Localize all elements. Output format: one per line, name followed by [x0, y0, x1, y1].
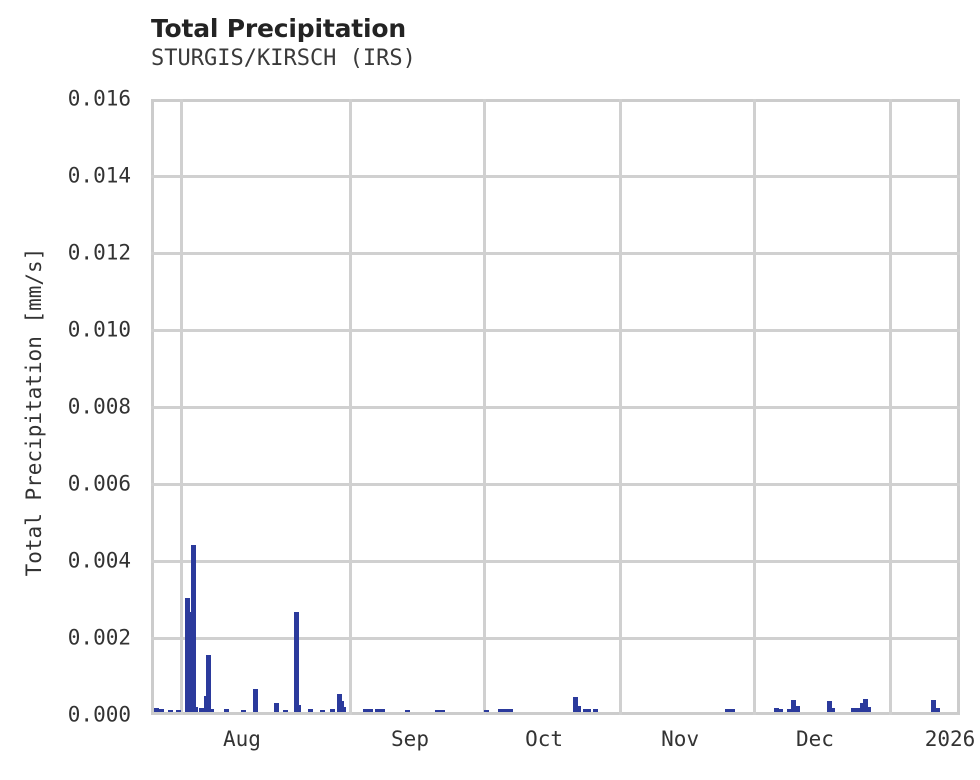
bar [241, 710, 246, 712]
bar [375, 708, 380, 712]
x-tick-label: Aug [223, 727, 261, 751]
bar [863, 698, 868, 712]
bar [583, 708, 588, 712]
bar [363, 708, 368, 712]
grid-line-vertical [348, 99, 352, 715]
bar [576, 706, 581, 712]
bar [253, 689, 258, 712]
x-tick-label: Nov [661, 727, 700, 751]
bar [851, 708, 856, 712]
bar [330, 709, 335, 712]
y-tick-label: 0.006 [67, 471, 131, 496]
bar [308, 708, 313, 712]
bar [440, 709, 445, 712]
bar [193, 706, 198, 712]
plot-border-top [151, 99, 960, 102]
x-tick-label: Dec [796, 727, 834, 751]
grid-line-vertical [888, 99, 892, 715]
bar [435, 709, 440, 712]
y-tick-label: 0.016 [67, 86, 131, 111]
bar [224, 709, 229, 712]
y-tick-label: 0.002 [67, 625, 131, 650]
y-axis: Total Precipitation [mm/s] 0.000 0.002 0.0… [0, 0, 141, 780]
bar [503, 708, 508, 712]
bar [199, 707, 204, 712]
y-tick-label: 0.004 [67, 548, 131, 573]
bar [294, 611, 299, 712]
bar [730, 708, 735, 712]
grid-line-vertical [753, 99, 757, 715]
page-title: Total Precipitation [151, 14, 406, 43]
bar [830, 708, 835, 712]
bar-series [151, 99, 960, 715]
bar [154, 707, 159, 712]
bar [787, 708, 792, 712]
grid-line-horizontal [151, 636, 960, 640]
bar [935, 708, 940, 712]
plot-area [151, 99, 960, 715]
bar [185, 598, 190, 712]
grid-line-vertical [618, 99, 622, 715]
bar [866, 707, 871, 712]
bar [206, 654, 211, 712]
grid-line-horizontal [151, 559, 960, 563]
grid-line-horizontal [151, 174, 960, 178]
plot-border-bottom [151, 712, 960, 715]
bar [339, 700, 344, 712]
x-tick-label: Sep [391, 727, 429, 751]
bar [593, 708, 598, 712]
y-tick-label: 0.014 [67, 163, 131, 188]
bar [827, 700, 832, 712]
bar [368, 708, 373, 712]
bar [296, 705, 301, 712]
grid-line-vertical [482, 99, 486, 715]
bar [508, 709, 513, 712]
bar [856, 707, 861, 712]
bar [176, 710, 181, 712]
grid-line-vertical [180, 99, 184, 715]
bar [283, 710, 288, 712]
x-tick-label: 2026 [924, 727, 976, 751]
x-axis: Aug Sep Oct Nov Dec 2026 [0, 726, 980, 766]
bar [320, 709, 325, 712]
y-tick-label: 0.008 [67, 394, 131, 419]
bar [586, 709, 591, 712]
bar [341, 706, 346, 712]
bar [795, 705, 800, 712]
grid-line-horizontal [151, 482, 960, 486]
bar [191, 544, 196, 712]
bar [860, 702, 865, 712]
bar [725, 708, 730, 712]
y-tick-label: 0.000 [67, 702, 131, 727]
bar [931, 700, 936, 712]
bar [380, 709, 385, 712]
bar [405, 710, 410, 712]
bar [791, 699, 796, 712]
bar [778, 708, 783, 712]
bar [774, 708, 779, 712]
grid-line-horizontal [151, 405, 960, 409]
bar [498, 708, 503, 712]
bar [159, 708, 164, 712]
y-tick-label: 0.010 [67, 317, 131, 342]
bar [484, 709, 489, 712]
y-tick-label: 0.012 [67, 240, 131, 265]
bar [274, 702, 279, 712]
chart-subtitle: STURGIS/KIRSCH (IRS) [151, 46, 416, 71]
grid-line-horizontal [151, 328, 960, 332]
y-axis-label: Total Precipitation [mm/s] [22, 247, 46, 577]
bar [573, 696, 578, 712]
bar [209, 708, 214, 712]
grid-line-horizontal [151, 251, 960, 255]
title-block: Total Precipitation STURGIS/KIRSCH (IRS) [151, 14, 851, 73]
bar [168, 709, 173, 712]
x-tick-label: Oct [525, 727, 564, 751]
